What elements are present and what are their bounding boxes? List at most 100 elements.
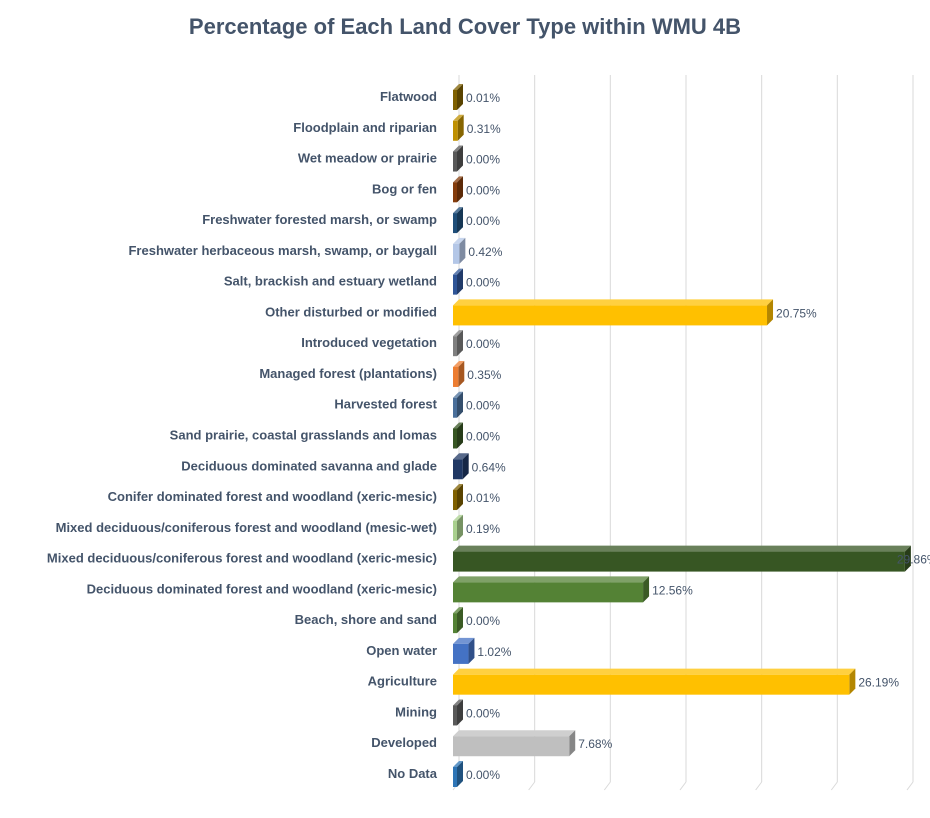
bar-top xyxy=(453,207,463,214)
category-label: Sand prairie, coastal grasslands and lom… xyxy=(170,428,437,443)
bar xyxy=(453,305,768,326)
bar-top xyxy=(453,422,463,429)
data-label: 0.00% xyxy=(466,706,500,720)
gridline-floor xyxy=(603,781,611,791)
bar-top xyxy=(453,668,856,675)
data-label: 0.00% xyxy=(466,214,500,228)
bar-side xyxy=(457,484,463,511)
category-label: Other disturbed or modified xyxy=(265,304,437,319)
bar-top xyxy=(453,145,463,152)
data-label: 0.00% xyxy=(466,183,500,197)
bar-top xyxy=(453,114,464,121)
bar-top xyxy=(453,391,463,398)
bar-side xyxy=(457,268,463,295)
bar-top xyxy=(453,637,475,644)
data-label: 0.00% xyxy=(466,276,500,290)
category-label: Managed forest (plantations) xyxy=(259,366,437,381)
bar-top xyxy=(453,699,463,706)
bar-side xyxy=(457,699,463,726)
data-label: 0.42% xyxy=(468,245,502,259)
data-label: 0.01% xyxy=(466,91,500,105)
data-label: 0.00% xyxy=(466,614,500,628)
bar xyxy=(453,274,457,295)
bar xyxy=(453,490,457,511)
data-label: 12.56% xyxy=(652,583,693,597)
bar-top xyxy=(453,607,463,614)
category-label: No Data xyxy=(388,766,438,781)
category-label: Flatwood xyxy=(380,89,437,104)
bar xyxy=(453,120,458,141)
category-label: Salt, brackish and estuary wetland xyxy=(224,274,437,289)
category-label: Agriculture xyxy=(368,674,437,689)
bar-side xyxy=(569,730,576,757)
category-label: Freshwater herbaceous marsh, swamp, or b… xyxy=(128,243,437,258)
data-label: 0.00% xyxy=(466,768,500,782)
data-label: 29.86% xyxy=(897,553,930,567)
bar-top xyxy=(453,453,469,460)
bar-top xyxy=(453,545,911,552)
bar xyxy=(453,428,457,449)
bar-side xyxy=(457,761,463,787)
data-label: 26.19% xyxy=(858,676,899,690)
bar xyxy=(453,459,463,480)
data-label: 0.19% xyxy=(466,522,500,536)
bar-side xyxy=(457,607,463,634)
category-label: Developed xyxy=(371,735,437,750)
bar-side xyxy=(643,576,650,603)
category-label: Open water xyxy=(366,643,437,658)
data-label: 0.01% xyxy=(466,491,500,505)
bar xyxy=(453,674,850,695)
bar xyxy=(453,736,570,757)
bar-side xyxy=(457,207,463,234)
category-label: Introduced vegetation xyxy=(301,335,437,350)
category-label: Deciduous dominated savanna and glade xyxy=(181,458,437,473)
data-label: 0.64% xyxy=(472,460,506,474)
bar-top xyxy=(453,299,774,306)
bar-side xyxy=(849,668,856,695)
gridline-floor xyxy=(755,781,763,791)
bar-side xyxy=(457,84,463,110)
bar-top xyxy=(453,84,463,90)
bar xyxy=(453,613,457,634)
bar xyxy=(453,705,457,726)
bar-top xyxy=(453,514,463,521)
data-label: 0.00% xyxy=(466,153,500,167)
bar-top xyxy=(453,176,463,183)
data-label: 7.68% xyxy=(578,737,612,751)
bar-top xyxy=(453,360,465,367)
bar-side xyxy=(457,114,464,141)
bar-top xyxy=(453,576,650,583)
category-label: Floodplain and riparian xyxy=(293,120,437,135)
gridline-floor xyxy=(528,781,536,791)
bar-side xyxy=(457,330,463,357)
bar xyxy=(453,397,457,418)
category-label: Wet meadow or prairie xyxy=(298,151,437,166)
bar xyxy=(453,767,457,787)
bar xyxy=(453,643,469,664)
category-label: Beach, shore and sand xyxy=(295,612,437,627)
gridline-floor xyxy=(679,781,687,791)
bar-side xyxy=(462,453,469,480)
bar xyxy=(453,182,457,203)
bar-side xyxy=(767,299,774,326)
gridline-floor xyxy=(906,781,914,791)
chart-title: Percentage of Each Land Cover Type withi… xyxy=(188,14,742,39)
gridline-floor xyxy=(830,781,838,791)
bar xyxy=(453,243,460,264)
bar xyxy=(453,551,905,572)
bar-side xyxy=(457,514,463,541)
data-label: 0.00% xyxy=(466,430,500,444)
bar xyxy=(453,520,457,541)
data-label: 0.00% xyxy=(466,399,500,413)
bar-side xyxy=(457,391,463,418)
bar-side xyxy=(457,145,463,172)
category-label: Mining xyxy=(395,704,437,719)
bar-side xyxy=(904,545,911,572)
bar xyxy=(453,582,644,603)
bar-top xyxy=(453,268,463,275)
bar-top xyxy=(453,330,463,337)
bar-top xyxy=(453,761,463,767)
category-label: Conifer dominated forest and woodland (x… xyxy=(108,489,437,504)
